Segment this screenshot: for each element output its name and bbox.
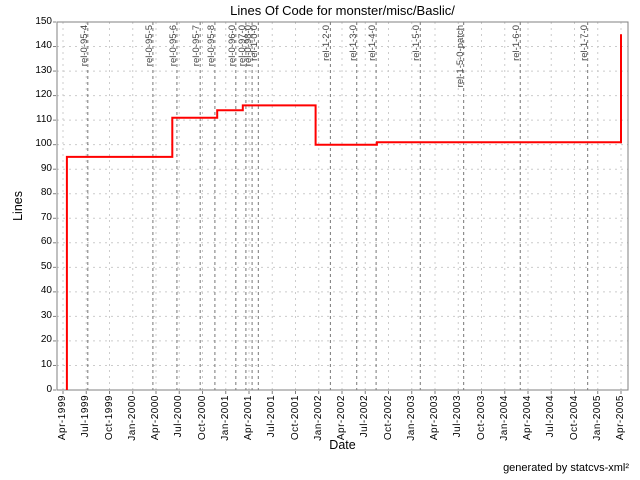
release-tag-label: rel-1-3-0 bbox=[347, 25, 359, 61]
x-tick-label: Jul-2003 bbox=[452, 395, 464, 438]
x-tick-label: Jan-2003 bbox=[405, 395, 417, 441]
x-tick-label: Jan-2000 bbox=[126, 395, 138, 441]
plot-border bbox=[56, 21, 629, 391]
x-tick-label: Jul-2000 bbox=[173, 395, 185, 438]
release-tag-label: rel-0-95-7 bbox=[191, 25, 203, 67]
x-tick-label: Apr-2001 bbox=[243, 395, 254, 441]
x-tick-label: Apr-2003 bbox=[429, 395, 440, 441]
release-tag-label: rel-0-95-4 bbox=[78, 25, 90, 67]
y-tick-label: 80 bbox=[40, 187, 52, 199]
x-tick-label: Oct-2004 bbox=[568, 395, 580, 441]
x-tick-label: Jan-2002 bbox=[312, 395, 324, 441]
release-tag-label: rel-0-95-5 bbox=[143, 25, 155, 67]
x-tick-label: Oct-2000 bbox=[196, 395, 208, 441]
x-tick-label: Oct-2003 bbox=[475, 395, 487, 441]
release-tag-label: rel-1-4-0 bbox=[367, 25, 379, 61]
x-tick-label: Jan-2004 bbox=[498, 395, 510, 441]
release-tag-label: rel-0-95-6 bbox=[167, 25, 179, 67]
tag-lines bbox=[87, 22, 589, 390]
credit-text: generated by statcvs-xml² bbox=[503, 462, 629, 474]
x-tick-label: Jul-2002 bbox=[359, 395, 371, 438]
y-tick-label: 110 bbox=[36, 113, 52, 125]
loc-series-line bbox=[65, 34, 622, 390]
x-tick-label: Apr-2002 bbox=[336, 395, 347, 441]
x-tick-label: Jul-2001 bbox=[266, 395, 278, 438]
y-tick-label: 40 bbox=[40, 285, 52, 297]
y-tick-label: 70 bbox=[40, 211, 52, 223]
x-tick-label: Jan-2001 bbox=[219, 395, 231, 441]
release-tag-label: rel-0-95-8 bbox=[205, 25, 217, 67]
y-tick-label: 60 bbox=[40, 236, 52, 248]
y-tick-label: 10 bbox=[40, 358, 52, 370]
release-tag-label: rel-1-5-0-patch bbox=[454, 25, 466, 88]
release-tag-label: rel-1-2-0 bbox=[321, 25, 333, 61]
y-tick-label: 150 bbox=[35, 15, 52, 27]
y-tick-label: 20 bbox=[40, 334, 52, 346]
y-tick-label: 140 bbox=[35, 40, 52, 52]
x-tick-label: Jan-2005 bbox=[591, 395, 603, 441]
x-tick-label: Apr-2000 bbox=[150, 395, 161, 441]
x-tick-label: Apr-2004 bbox=[522, 395, 533, 441]
release-tag-label: rel-1-7-0 bbox=[578, 25, 590, 61]
y-tick-label: 30 bbox=[40, 309, 52, 321]
x-tick-label: Oct-1999 bbox=[103, 395, 115, 441]
y-tick-label: 130 bbox=[35, 64, 52, 76]
x-axis-title: Date bbox=[329, 438, 356, 452]
chart-title: Lines Of Code for monster/misc/Baslic/ bbox=[230, 3, 455, 18]
axis-ticks bbox=[53, 21, 622, 394]
gridlines bbox=[57, 21, 628, 390]
x-tick-label: Oct-2001 bbox=[289, 395, 301, 441]
x-tick-label: Oct-2002 bbox=[382, 395, 394, 441]
y-tick-label: 50 bbox=[40, 260, 52, 272]
x-tick-label: Jul-1999 bbox=[80, 395, 92, 438]
x-tick-label: Jul-2004 bbox=[545, 395, 557, 438]
release-tag-label: rel-1-0-0 bbox=[249, 25, 261, 61]
y-tick-label: 0 bbox=[46, 383, 52, 395]
x-tick-label: Apr-1999 bbox=[57, 395, 68, 441]
x-tick-label: Apr-2005 bbox=[615, 395, 626, 441]
y-tick-label: 100 bbox=[35, 138, 52, 150]
release-tag-label: rel-1-5-0 bbox=[411, 25, 423, 61]
y-tick-label: 90 bbox=[40, 162, 52, 174]
y-tick-label: 120 bbox=[35, 89, 52, 101]
release-tag-label: rel-1-6-0 bbox=[511, 25, 523, 61]
